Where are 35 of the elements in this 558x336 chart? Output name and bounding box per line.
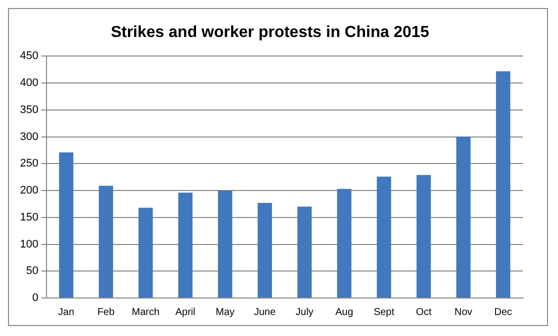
x-tick-label: Jan	[58, 306, 74, 318]
bar	[178, 192, 193, 298]
chart-title: Strikes and worker protests in China 2015	[110, 24, 430, 42]
y-tick-label: 200	[20, 184, 38, 197]
bar	[59, 152, 74, 298]
y-tick-label: 0	[32, 292, 38, 304]
bar	[416, 174, 431, 298]
y-tick-label: 450	[20, 50, 38, 62]
x-tick-label: Aug	[335, 306, 354, 318]
bar	[456, 136, 471, 298]
x-tick-label: April	[175, 306, 196, 318]
y-tick-label: 250	[20, 158, 38, 170]
y-tick-label: 350	[20, 104, 38, 116]
x-tick-label: June	[254, 306, 276, 318]
y-tick-label: 50	[26, 265, 38, 278]
y-tick-label: 300	[20, 130, 38, 143]
bar	[138, 208, 153, 298]
x-tick-label: May	[216, 306, 235, 318]
y-tick-label: 150	[20, 211, 38, 224]
x-tick-label: Oct	[416, 306, 432, 318]
x-tick-label: July	[296, 306, 314, 318]
bar	[297, 206, 312, 298]
x-tick-label: Sept	[374, 306, 394, 318]
bar	[218, 190, 232, 298]
bar	[376, 176, 392, 298]
x-tick-label: Dec	[494, 306, 512, 318]
bar	[98, 186, 114, 298]
x-tick-label: Feb	[97, 306, 115, 318]
y-tick-label: 100	[20, 238, 38, 250]
bar	[258, 202, 272, 298]
bar	[337, 188, 352, 298]
x-tick-label: Nov	[454, 306, 472, 318]
y-tick-label: 400	[20, 77, 38, 90]
x-tick-label: March	[132, 306, 160, 318]
bar	[496, 71, 510, 298]
